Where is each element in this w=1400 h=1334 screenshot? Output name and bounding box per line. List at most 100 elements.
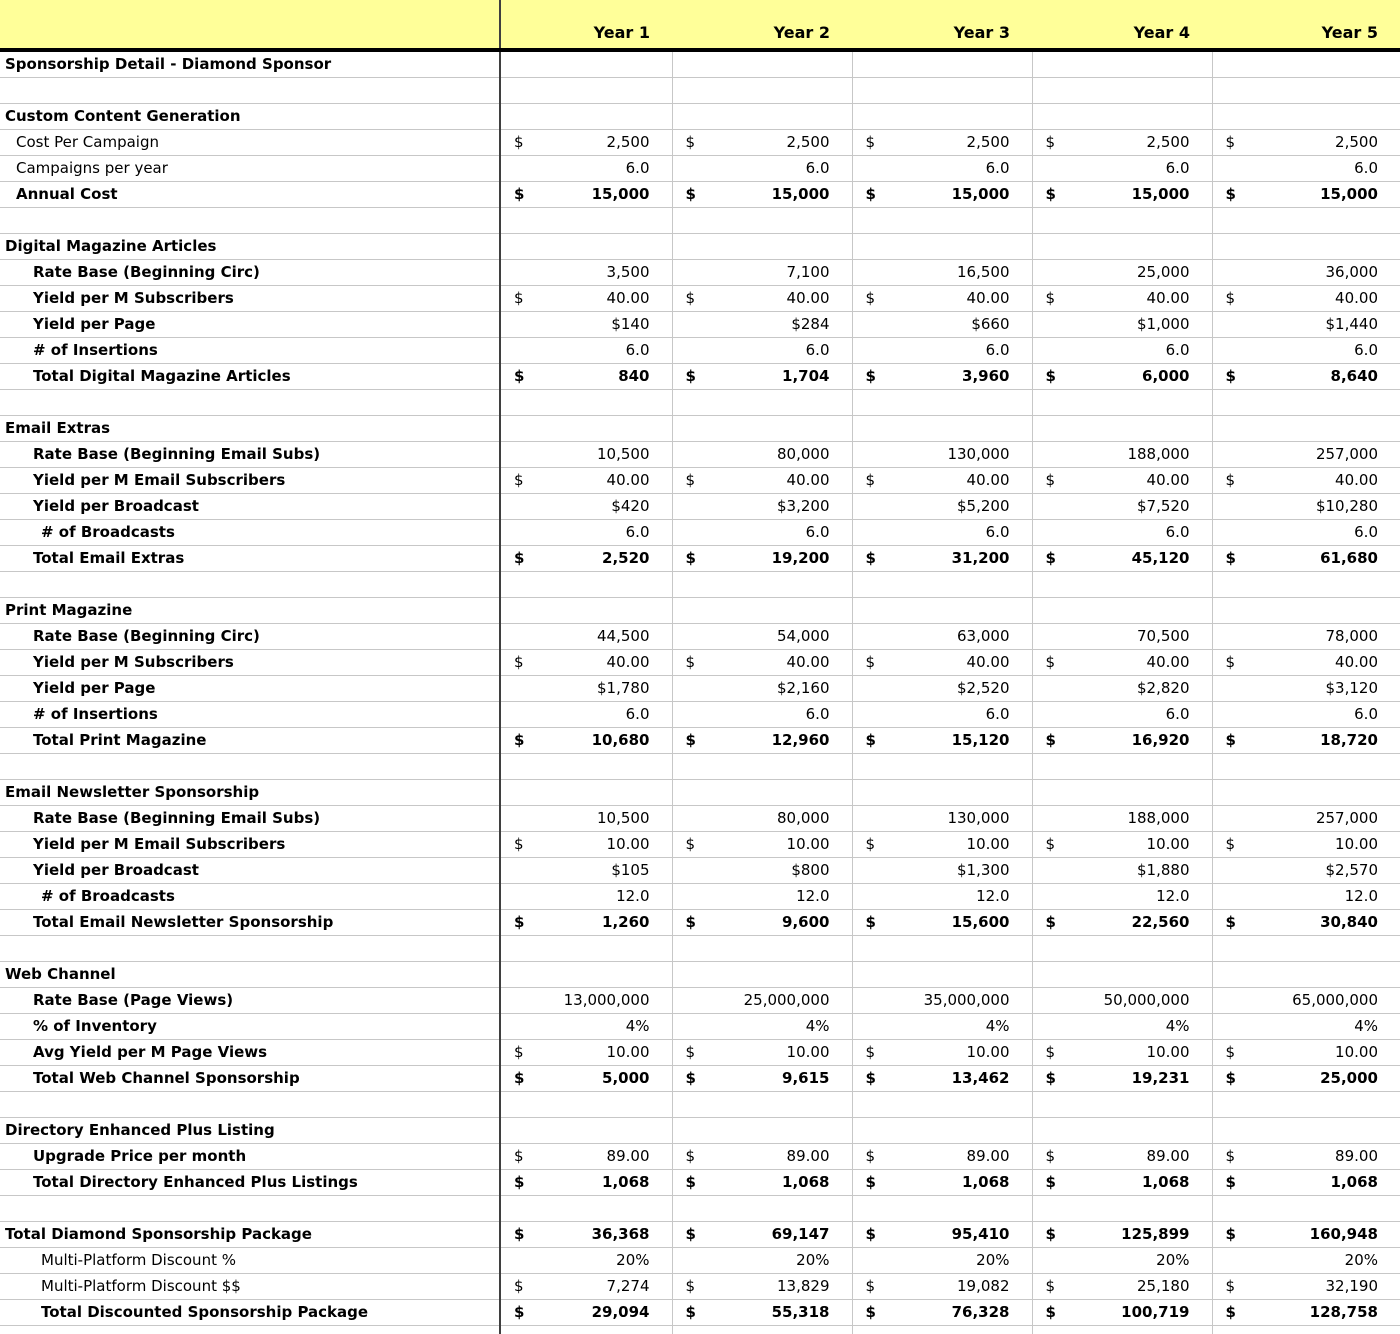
cell-year4[interactable]: 188,000	[1032, 442, 1212, 468]
row-label[interactable]: Email Extras	[0, 416, 500, 442]
cell-year5[interactable]: 65,000,000	[1212, 988, 1400, 1014]
cell-year5[interactable]: $1,440	[1212, 312, 1400, 338]
cell-year5[interactable]: 257,000	[1212, 806, 1400, 832]
row-label[interactable]: Directory Enhanced Plus Listing	[0, 1118, 500, 1144]
row-label[interactable]: # of Insertions	[0, 702, 500, 728]
cell-year1[interactable]	[500, 78, 672, 104]
row-label[interactable]: # of Insertions	[0, 338, 500, 364]
cell-year2[interactable]	[672, 1092, 852, 1118]
row-label[interactable]: Multi-Platform Discount %	[0, 1248, 500, 1274]
cell-year1[interactable]: $15,000	[500, 182, 672, 208]
cell-year4[interactable]	[1032, 1196, 1212, 1222]
cell-year5[interactable]: 4%	[1212, 1014, 1400, 1040]
cell-year4[interactable]: $40.00	[1032, 468, 1212, 494]
cell-year4[interactable]	[1032, 390, 1212, 416]
cell-year1[interactable]: 13,000,000	[500, 988, 672, 1014]
cell-year3[interactable]	[852, 1118, 1032, 1144]
cell-year3[interactable]: $660	[852, 312, 1032, 338]
cell-year3[interactable]: 63,000	[852, 624, 1032, 650]
cell-year1[interactable]: 6.0	[500, 702, 672, 728]
cell-year2[interactable]	[672, 1196, 852, 1222]
cell-year1[interactable]	[500, 780, 672, 806]
cell-year2[interactable]	[672, 390, 852, 416]
row-label[interactable]: Total Digital Magazine Articles	[0, 364, 500, 390]
cell-year3[interactable]: $89.00	[852, 1144, 1032, 1170]
cell-year3[interactable]: 6.0	[852, 702, 1032, 728]
cell-year3[interactable]	[852, 598, 1032, 624]
cell-year5[interactable]	[1212, 598, 1400, 624]
cell-year2[interactable]: $1,068	[672, 1170, 852, 1196]
row-label[interactable]: Sponsorship Detail - Diamond Sponsor	[0, 50, 500, 78]
row-label[interactable]	[0, 390, 500, 416]
cell-year4[interactable]	[1032, 104, 1212, 130]
cell-year4[interactable]	[1032, 1326, 1212, 1334]
row-label[interactable]	[0, 1196, 500, 1222]
cell-year5[interactable]: $8,640	[1212, 364, 1400, 390]
cell-year2[interactable]	[672, 1326, 852, 1334]
row-label[interactable]: Campaigns per year	[0, 156, 500, 182]
cell-year5[interactable]	[1212, 962, 1400, 988]
row-label[interactable]: Rate Base (Beginning Email Subs)	[0, 806, 500, 832]
row-label[interactable]: Email Newsletter Sponsorship	[0, 780, 500, 806]
cell-year4[interactable]: $1,880	[1032, 858, 1212, 884]
cell-year4[interactable]: $6,000	[1032, 364, 1212, 390]
cell-year2[interactable]: 80,000	[672, 806, 852, 832]
cell-year2[interactable]: 25,000,000	[672, 988, 852, 1014]
cell-year3[interactable]	[852, 50, 1032, 78]
cell-year2[interactable]: 6.0	[672, 338, 852, 364]
cell-year4[interactable]: $10.00	[1032, 1040, 1212, 1066]
cell-year1[interactable]: $1,780	[500, 676, 672, 702]
cell-year2[interactable]	[672, 104, 852, 130]
cell-year5[interactable]: $128,758	[1212, 1300, 1400, 1326]
cell-year2[interactable]	[672, 936, 852, 962]
cell-year4[interactable]	[1032, 936, 1212, 962]
cell-year1[interactable]: 12.0	[500, 884, 672, 910]
cell-year4[interactable]: $1,068	[1032, 1170, 1212, 1196]
cell-year4[interactable]	[1032, 572, 1212, 598]
cell-year3[interactable]: 16,500	[852, 260, 1032, 286]
cell-year2[interactable]: $89.00	[672, 1144, 852, 1170]
cell-year3[interactable]: $40.00	[852, 286, 1032, 312]
cell-year5[interactable]	[1212, 936, 1400, 962]
cell-year5[interactable]: 78,000	[1212, 624, 1400, 650]
cell-year5[interactable]	[1212, 390, 1400, 416]
cell-year1[interactable]: $2,500	[500, 130, 672, 156]
cell-year3[interactable]: $15,600	[852, 910, 1032, 936]
row-label[interactable]	[0, 754, 500, 780]
row-label[interactable]: Avg Yield per M Page Views	[0, 1040, 500, 1066]
cell-year3[interactable]: $76,328	[852, 1300, 1032, 1326]
cell-year4[interactable]	[1032, 208, 1212, 234]
cell-year1[interactable]: $140	[500, 312, 672, 338]
cell-year3[interactable]: $15,000	[852, 182, 1032, 208]
cell-year1[interactable]	[500, 234, 672, 260]
cell-year4[interactable]: $45,120	[1032, 546, 1212, 572]
cell-year4[interactable]: $7,520	[1032, 494, 1212, 520]
cell-year1[interactable]	[500, 1118, 672, 1144]
cell-year3[interactable]: $3,960	[852, 364, 1032, 390]
year-header-2[interactable]: Year 2	[672, 0, 852, 50]
cell-year4[interactable]	[1032, 598, 1212, 624]
cell-year2[interactable]	[672, 234, 852, 260]
cell-year2[interactable]: $40.00	[672, 286, 852, 312]
cell-year5[interactable]: $18,720	[1212, 728, 1400, 754]
cell-year1[interactable]: $105	[500, 858, 672, 884]
cell-year5[interactable]: $10.00	[1212, 832, 1400, 858]
year-header-5[interactable]: Year 5	[1212, 0, 1400, 50]
cell-year5[interactable]: 12.0	[1212, 884, 1400, 910]
cell-year1[interactable]: 10,500	[500, 442, 672, 468]
cell-year4[interactable]	[1032, 1092, 1212, 1118]
row-label[interactable]: Rate Base (Page Views)	[0, 988, 500, 1014]
row-label[interactable]: Multi-Platform Discount $$	[0, 1274, 500, 1300]
cell-year3[interactable]	[852, 572, 1032, 598]
cell-year2[interactable]: 7,100	[672, 260, 852, 286]
cell-year3[interactable]: 130,000	[852, 806, 1032, 832]
cell-year3[interactable]	[852, 1092, 1032, 1118]
year-header-1[interactable]: Year 1	[500, 0, 672, 50]
cell-year2[interactable]	[672, 962, 852, 988]
cell-year4[interactable]: $10.00	[1032, 832, 1212, 858]
cell-year3[interactable]: $10.00	[852, 832, 1032, 858]
cell-year5[interactable]	[1212, 104, 1400, 130]
cell-year3[interactable]: $1,068	[852, 1170, 1032, 1196]
cell-year2[interactable]: $3,200	[672, 494, 852, 520]
cell-year4[interactable]: $100,719	[1032, 1300, 1212, 1326]
